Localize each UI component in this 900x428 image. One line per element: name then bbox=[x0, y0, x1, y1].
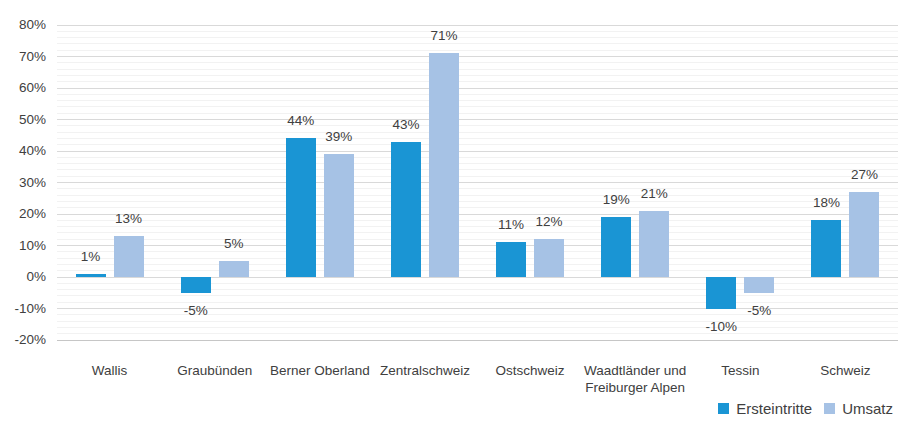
bar-ersteintritte-6 bbox=[601, 217, 631, 277]
minor-gridline bbox=[57, 220, 898, 221]
minor-gridline bbox=[57, 333, 898, 334]
major-gridline bbox=[57, 151, 898, 152]
data-label: 1% bbox=[67, 249, 115, 265]
minor-gridline bbox=[57, 169, 898, 170]
minor-gridline bbox=[57, 144, 898, 145]
bar-umsatz-3 bbox=[324, 154, 354, 277]
minor-gridline bbox=[57, 43, 898, 44]
bar-umsatz-5 bbox=[534, 239, 564, 277]
major-gridline bbox=[57, 245, 898, 246]
minor-gridline bbox=[57, 31, 898, 32]
minor-gridline bbox=[57, 69, 898, 70]
y-axis-tick-label: -10% bbox=[0, 301, 46, 317]
bar-umsatz-8 bbox=[849, 192, 879, 277]
minor-gridline bbox=[57, 157, 898, 158]
umsatz-swatch-icon bbox=[824, 403, 835, 414]
bar-umsatz-7 bbox=[744, 277, 774, 293]
minor-gridline bbox=[57, 188, 898, 189]
data-label: 71% bbox=[420, 28, 468, 44]
legend: Ersteintritte Umsatz bbox=[718, 400, 893, 417]
legend-label-ersteintritte: Ersteintritte bbox=[736, 400, 812, 417]
minor-gridline bbox=[57, 50, 898, 51]
minor-gridline bbox=[57, 195, 898, 196]
grouped-bar-chart: Ersteintritte Umsatz 80% 70% 60% 50% 40% 30% 2… bbox=[0, 0, 900, 428]
y-axis-tick-label: 30% bbox=[0, 175, 46, 191]
data-label: -5% bbox=[172, 303, 220, 319]
data-label: 18% bbox=[802, 195, 850, 211]
major-gridline bbox=[57, 340, 898, 341]
y-axis-tick-label: 10% bbox=[0, 238, 46, 254]
minor-gridline bbox=[57, 251, 898, 252]
bar-ersteintritte-3 bbox=[286, 138, 316, 277]
major-gridline bbox=[57, 119, 898, 120]
minor-gridline bbox=[57, 270, 898, 271]
y-axis-tick-label: -20% bbox=[0, 332, 46, 348]
major-gridline bbox=[57, 25, 898, 26]
minor-gridline bbox=[57, 327, 898, 328]
legend-label-umsatz: Umsatz bbox=[842, 400, 893, 417]
data-label: 44% bbox=[277, 113, 325, 129]
data-label: 27% bbox=[840, 167, 888, 183]
major-gridline bbox=[57, 182, 898, 183]
minor-gridline bbox=[57, 100, 898, 101]
minor-gridline bbox=[57, 106, 898, 107]
minor-gridline bbox=[57, 239, 898, 240]
y-axis-tick-label: 50% bbox=[0, 112, 46, 128]
minor-gridline bbox=[57, 321, 898, 322]
bar-ersteintritte-4 bbox=[391, 142, 421, 277]
minor-gridline bbox=[57, 258, 898, 259]
bar-umsatz-6 bbox=[639, 211, 669, 277]
minor-gridline bbox=[57, 226, 898, 227]
minor-gridline bbox=[57, 176, 898, 177]
ersteintritte-swatch-icon bbox=[718, 403, 729, 414]
minor-gridline bbox=[57, 62, 898, 63]
minor-gridline bbox=[57, 132, 898, 133]
bar-umsatz-1 bbox=[114, 236, 144, 277]
data-label: 13% bbox=[105, 211, 153, 227]
y-axis-tick-label: 70% bbox=[0, 49, 46, 65]
bar-ersteintritte-1 bbox=[76, 274, 106, 277]
bar-umsatz-2 bbox=[219, 261, 249, 277]
y-axis-tick-label: 60% bbox=[0, 80, 46, 96]
minor-gridline bbox=[57, 201, 898, 202]
minor-gridline bbox=[57, 37, 898, 38]
minor-gridline bbox=[57, 163, 898, 164]
minor-gridline bbox=[57, 232, 898, 233]
data-label: 21% bbox=[630, 186, 678, 202]
minor-gridline bbox=[57, 207, 898, 208]
data-label: 39% bbox=[315, 129, 363, 145]
y-axis-tick-label: 80% bbox=[0, 17, 46, 33]
y-axis-tick-label: 0% bbox=[0, 269, 46, 285]
data-label: -10% bbox=[697, 319, 745, 335]
major-gridline bbox=[57, 214, 898, 215]
minor-gridline bbox=[57, 125, 898, 126]
minor-gridline bbox=[57, 94, 898, 95]
minor-gridline bbox=[57, 75, 898, 76]
minor-gridline bbox=[57, 113, 898, 114]
data-label: 12% bbox=[525, 214, 573, 230]
minor-gridline bbox=[57, 138, 898, 139]
y-axis-tick-label: 20% bbox=[0, 206, 46, 222]
data-label: -5% bbox=[735, 303, 783, 319]
bar-ersteintritte-8 bbox=[811, 220, 841, 277]
y-axis-tick-label: 40% bbox=[0, 143, 46, 159]
major-gridline bbox=[57, 88, 898, 89]
data-label: 43% bbox=[382, 117, 430, 133]
x-axis-category-label: Schweiz bbox=[780, 362, 900, 379]
minor-gridline bbox=[57, 295, 898, 296]
minor-gridline bbox=[57, 81, 898, 82]
bar-ersteintritte-7 bbox=[706, 277, 736, 309]
bar-ersteintritte-5 bbox=[496, 242, 526, 277]
legend-item-umsatz: Umsatz bbox=[824, 400, 893, 417]
bar-umsatz-4 bbox=[429, 53, 459, 277]
data-label: 5% bbox=[210, 236, 258, 252]
legend-item-ersteintritte: Ersteintritte bbox=[718, 400, 812, 417]
major-gridline bbox=[57, 56, 898, 57]
minor-gridline bbox=[57, 264, 898, 265]
bar-ersteintritte-2 bbox=[181, 277, 211, 293]
